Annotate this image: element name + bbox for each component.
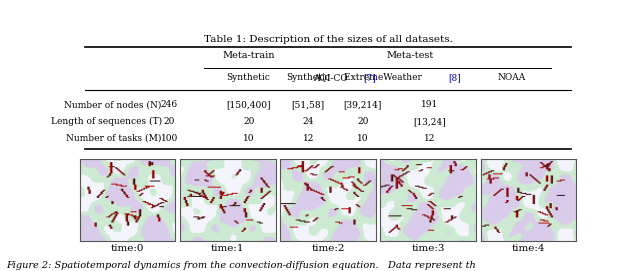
Text: [13,24]: [13,24] [413, 117, 446, 126]
X-axis label: time:1: time:1 [211, 244, 244, 253]
Text: [8]: [8] [448, 73, 461, 82]
Text: [150,400]: [150,400] [227, 101, 271, 109]
Text: 10: 10 [243, 134, 254, 143]
Text: 12: 12 [303, 134, 314, 143]
Text: 20: 20 [357, 117, 369, 126]
Text: Synthetic: Synthetic [286, 73, 330, 82]
Text: [39,214]: [39,214] [344, 101, 382, 109]
X-axis label: time:2: time:2 [311, 244, 345, 253]
Text: 191: 191 [421, 101, 438, 109]
Text: [7]: [7] [363, 73, 376, 82]
Text: Number of nodes (N): Number of nodes (N) [65, 101, 162, 109]
Text: Meta-train: Meta-train [222, 51, 275, 60]
Text: Meta-test: Meta-test [386, 51, 433, 60]
Text: Length of sequences (T): Length of sequences (T) [51, 117, 162, 126]
Text: NOAA: NOAA [497, 73, 525, 82]
Text: 100: 100 [161, 134, 178, 143]
Text: AQI-CO: AQI-CO [313, 73, 350, 82]
Text: 10: 10 [357, 134, 369, 143]
Text: [51,58]: [51,58] [292, 101, 324, 109]
Text: Figure 2: Spatiotemporal dynamics from the convection-diffusion equation.   Data: Figure 2: Spatiotemporal dynamics from t… [6, 261, 476, 270]
Text: 20: 20 [164, 117, 175, 126]
Text: Synthetic: Synthetic [227, 73, 271, 82]
Text: 20: 20 [243, 117, 254, 126]
Text: 24: 24 [303, 117, 314, 126]
Text: Table 1: Description of the sizes of all datasets.: Table 1: Description of the sizes of all… [204, 35, 452, 44]
X-axis label: time:3: time:3 [412, 244, 445, 253]
Text: Number of tasks (M): Number of tasks (M) [67, 134, 162, 143]
X-axis label: time:4: time:4 [511, 244, 545, 253]
Text: 246: 246 [161, 101, 178, 109]
X-axis label: time:0: time:0 [111, 244, 145, 253]
Text: ExtremeWeather: ExtremeWeather [344, 73, 425, 82]
Text: 12: 12 [424, 134, 435, 143]
